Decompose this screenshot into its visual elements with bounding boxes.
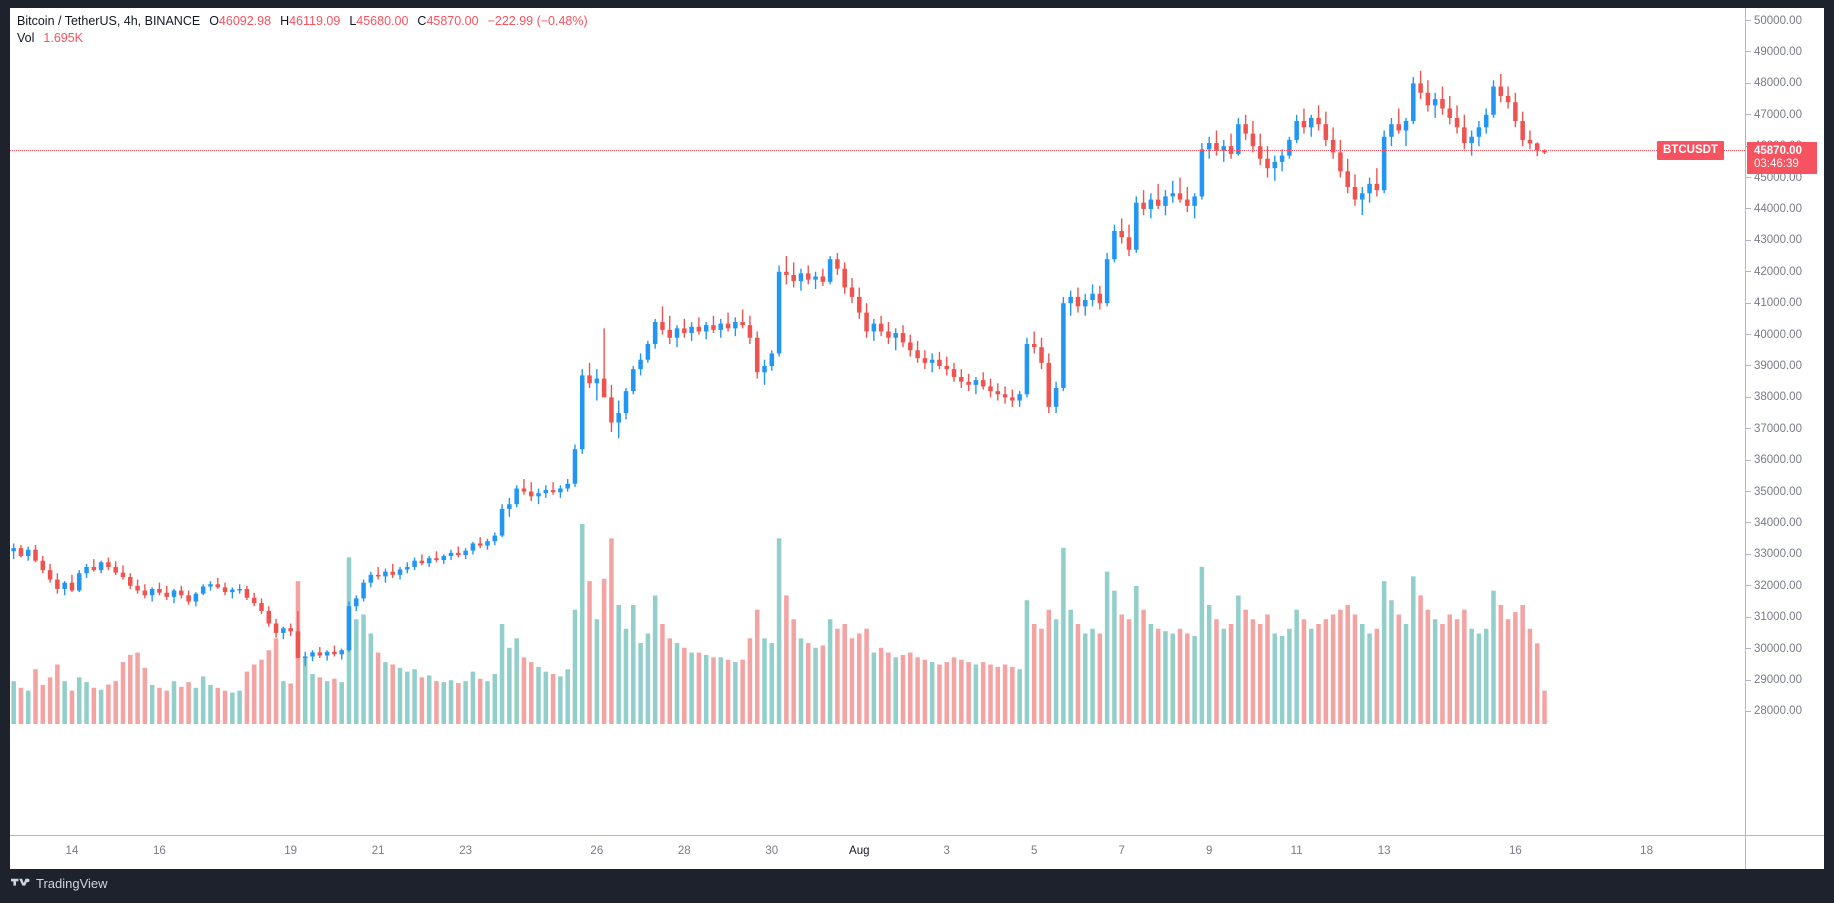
time-axis-tick: Aug xyxy=(849,845,870,857)
price-tick-dash xyxy=(1746,648,1751,650)
price-tick-label: 36000.00 xyxy=(1754,454,1802,467)
price-axis-tick: 50000.00 xyxy=(1746,14,1802,28)
time-axis-tick: 7 xyxy=(1118,845,1125,857)
price-tick-label: 35000.00 xyxy=(1754,485,1802,498)
price-tick-dash xyxy=(1746,82,1751,84)
price-tick-dash xyxy=(1746,585,1751,587)
time-axis-tick: 16 xyxy=(1508,845,1522,857)
price-tick-label: 47000.00 xyxy=(1754,108,1802,121)
price-tick-dash xyxy=(1746,271,1751,273)
price-tick-dash xyxy=(1746,491,1751,493)
price-tick-label: 48000.00 xyxy=(1754,77,1802,90)
price-axis-tick: 48000.00 xyxy=(1746,76,1802,90)
price-tick-label: 31000.00 xyxy=(1754,611,1802,624)
price-tick-dash xyxy=(1746,396,1751,398)
tradingview-brand-text: TradingView xyxy=(36,876,108,891)
price-axis-tick: 36000.00 xyxy=(1746,453,1802,467)
price-tick-label: 30000.00 xyxy=(1754,642,1802,655)
price-tick-dash xyxy=(1746,428,1751,430)
time-axis-tick: 11 xyxy=(1290,845,1303,857)
time-axis-tick: 5 xyxy=(1031,845,1038,857)
tradingview-logo-icon xyxy=(11,877,30,890)
price-axis-tick: 49000.00 xyxy=(1746,45,1802,59)
last-price-line xyxy=(10,150,1745,152)
price-axis-tick: 35000.00 xyxy=(1746,485,1802,499)
price-axis-tick: 45000.00 xyxy=(1746,171,1802,185)
price-tick-label: 34000.00 xyxy=(1754,517,1802,530)
price-axis-tick: 32000.00 xyxy=(1746,579,1802,593)
time-axis-tick: 16 xyxy=(153,845,166,857)
symbol-price-tag[interactable]: BTCUSDT xyxy=(1657,141,1724,161)
price-tick-dash xyxy=(1746,365,1751,367)
price-tick-dash xyxy=(1746,114,1751,116)
price-tick-dash xyxy=(1746,616,1751,618)
price-tick-label: 45000.00 xyxy=(1754,171,1802,184)
price-tick-dash xyxy=(1746,177,1751,179)
tradingview-logo[interactable]: TradingView xyxy=(11,876,108,891)
price-tick-label: 43000.00 xyxy=(1754,234,1802,247)
price-tick-label: 41000.00 xyxy=(1754,297,1802,310)
price-tick-dash xyxy=(1746,20,1751,22)
price-tick-dash xyxy=(1746,51,1751,53)
time-axis-tick: 19 xyxy=(284,845,298,857)
price-tick-label: 39000.00 xyxy=(1754,360,1802,372)
price-axis-tick: 33000.00 xyxy=(1746,547,1802,561)
price-axis-tick: 42000.00 xyxy=(1746,265,1802,279)
candlestick-svg xyxy=(11,70,1547,724)
price-tick-label: 50000.00 xyxy=(1754,14,1802,27)
price-tick-dash xyxy=(1746,239,1751,241)
price-axis-tick: 40000.00 xyxy=(1746,328,1802,342)
price-tick-label: 49000.00 xyxy=(1754,45,1802,58)
price-tick-label: 29000.00 xyxy=(1754,674,1802,687)
footer-bar: TradingView xyxy=(0,869,1834,903)
price-tick-label: 38000.00 xyxy=(1754,391,1802,404)
current-price-value: 45870.00 xyxy=(1754,145,1802,158)
time-scale-separator xyxy=(1745,835,1746,869)
price-tick-label: 33000.00 xyxy=(1754,548,1802,561)
price-axis-tick: 47000.00 xyxy=(1746,108,1802,122)
price-tick-label: 44000.00 xyxy=(1754,202,1802,215)
price-tick-dash xyxy=(1746,679,1751,681)
price-axis-tick: 41000.00 xyxy=(1746,296,1802,310)
price-plot-area[interactable] xyxy=(10,8,1745,835)
price-axis-tick: 30000.00 xyxy=(1746,642,1802,656)
price-axis-tick: 28000.00 xyxy=(1746,704,1802,718)
price-axis-tick: 39000.00 xyxy=(1746,359,1802,373)
price-tick-dash xyxy=(1746,522,1751,524)
current-price-badge[interactable]: 45870.00 03:46:39 xyxy=(1747,142,1817,175)
price-axis-tick: 38000.00 xyxy=(1746,390,1802,404)
time-axis-tick: 28 xyxy=(677,845,691,857)
price-axis-tick: 31000.00 xyxy=(1746,610,1802,624)
price-scale[interactable]: 45870.00 03:46:39 50000.00 49000.00 48000.… xyxy=(1745,8,1824,869)
price-tick-dash xyxy=(1746,334,1751,336)
time-axis-tick: 30 xyxy=(765,845,779,857)
time-axis-tick: 26 xyxy=(590,845,604,857)
price-tick-label: 28000.00 xyxy=(1754,705,1802,718)
price-axis-tick: 29000.00 xyxy=(1746,673,1802,687)
time-axis-tick: 9 xyxy=(1205,845,1213,857)
time-axis-tick: 13 xyxy=(1377,845,1391,857)
price-tick-dash xyxy=(1746,710,1751,712)
price-tick-label: 40000.00 xyxy=(1754,328,1802,341)
price-tick-label: 32000.00 xyxy=(1754,579,1802,592)
time-scale[interactable]: 14 16 19 21 23 26 28 30 Aug 3 5 7 9 11 13 16 18 xyxy=(10,835,1824,869)
time-axis-tick: 18 xyxy=(1640,845,1653,857)
price-tick-dash xyxy=(1746,553,1751,555)
price-axis-tick: 44000.00 xyxy=(1746,202,1802,216)
bar-countdown: 03:46:39 xyxy=(1754,158,1799,171)
price-tick-dash xyxy=(1746,208,1751,210)
price-axis-tick: 34000.00 xyxy=(1746,516,1802,530)
time-axis-tick: 23 xyxy=(459,845,473,857)
price-axis-tick: 43000.00 xyxy=(1746,233,1802,247)
price-tick-dash xyxy=(1746,459,1751,461)
price-tick-label: 37000.00 xyxy=(1754,422,1802,435)
price-tick-dash xyxy=(1746,302,1751,304)
price-tick-label: 42000.00 xyxy=(1754,265,1802,278)
time-axis-tick: 3 xyxy=(943,845,950,857)
time-axis-tick: 21 xyxy=(371,845,385,857)
chart-pane[interactable]: Bitcoin / TetherUS, 4h, BINANCE O46092.98… xyxy=(10,8,1824,869)
time-axis-tick: 14 xyxy=(65,845,79,857)
price-axis-tick: 37000.00 xyxy=(1746,422,1802,436)
